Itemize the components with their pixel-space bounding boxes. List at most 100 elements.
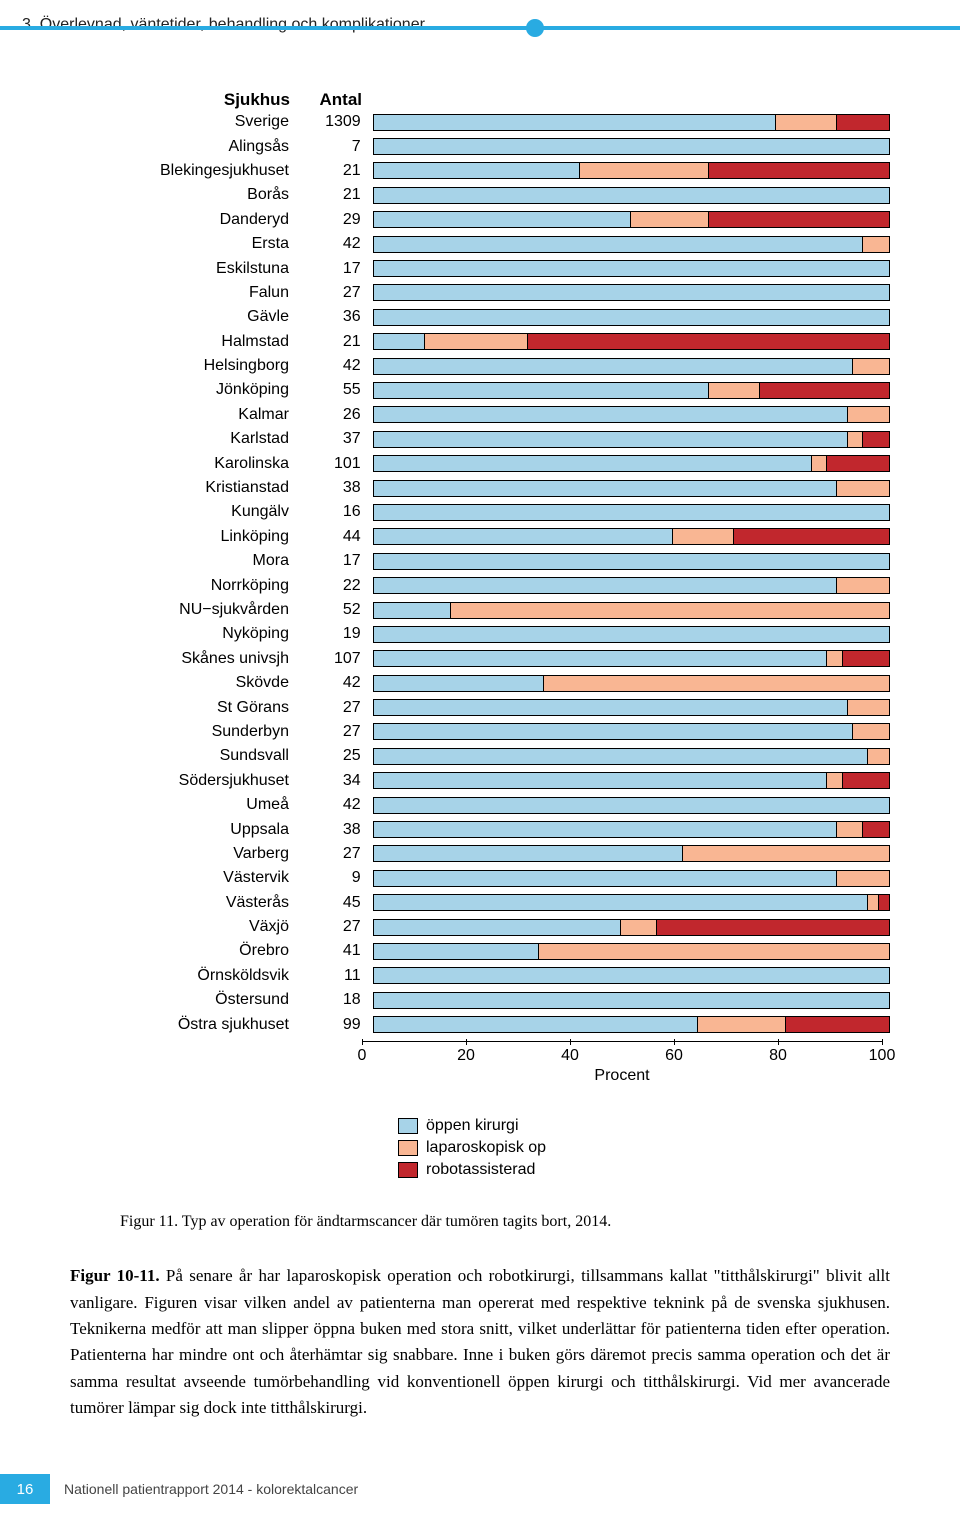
chart-row: Helsingborg42 <box>90 354 890 378</box>
row-antal: 107 <box>301 650 373 668</box>
bar-segment <box>734 529 889 544</box>
row-antal: 21 <box>301 333 373 351</box>
chart-row: Nyköping19 <box>90 622 890 646</box>
stacked-bar <box>373 723 890 740</box>
stacked-bar <box>373 772 890 789</box>
bar-segment <box>374 115 776 130</box>
stacked-bar <box>373 1016 890 1033</box>
stacked-bar <box>373 333 890 350</box>
bar-segment <box>837 871 889 886</box>
body-text: På senare år har laparoskopisk operation… <box>70 1266 890 1417</box>
chart-row: Karolinska101 <box>90 451 890 475</box>
stacked-bar <box>373 821 890 838</box>
bar-segment <box>539 944 889 959</box>
row-antal: 29 <box>301 211 373 229</box>
axis-tick-label: 60 <box>665 1047 683 1065</box>
bar-segment <box>673 529 735 544</box>
body-paragraph: Figur 10-11. På senare år har laparoskop… <box>70 1263 890 1421</box>
axis-tick-label: 100 <box>869 1047 896 1065</box>
stacked-bar <box>373 236 890 253</box>
bar-segment <box>709 212 889 227</box>
stacked-bar <box>373 748 890 765</box>
row-name: Blekingesjukhuset <box>90 162 301 180</box>
row-antal: 42 <box>301 674 373 692</box>
stacked-bar <box>373 577 890 594</box>
row-name: Nyköping <box>90 625 301 643</box>
stacked-bar <box>373 211 890 228</box>
chart-row: Falun27 <box>90 281 890 305</box>
stacked-bar <box>373 309 890 326</box>
chart-row: Danderyd29 <box>90 208 890 232</box>
stacked-bar <box>373 650 890 667</box>
bar-segment <box>374 920 621 935</box>
row-antal: 52 <box>301 601 373 619</box>
bar-segment <box>374 651 827 666</box>
row-name: Sverige <box>90 113 301 131</box>
row-antal: 27 <box>301 845 373 863</box>
axis-tick <box>466 1039 467 1045</box>
bar-segment <box>374 798 889 813</box>
bar-segment <box>621 920 657 935</box>
row-name: Jönköping <box>90 381 301 399</box>
chart-row: Västervik9 <box>90 866 890 890</box>
stacked-bar <box>373 797 890 814</box>
chart-row: Gävle36 <box>90 305 890 329</box>
bar-segment <box>374 188 889 203</box>
stacked-bar <box>373 894 890 911</box>
bar-segment <box>374 676 544 691</box>
bar-segment <box>843 651 889 666</box>
row-antal: 17 <box>301 552 373 570</box>
bar-segment <box>374 261 889 276</box>
row-antal: 18 <box>301 991 373 1009</box>
chart-row: Norrköping22 <box>90 573 890 597</box>
row-name: Örebro <box>90 942 301 960</box>
bar-segment <box>374 627 889 642</box>
bar-segment <box>374 603 451 618</box>
row-antal: 45 <box>301 894 373 912</box>
row-name: NU−sjukvården <box>90 601 301 619</box>
header-rule <box>0 26 960 30</box>
row-antal: 38 <box>301 821 373 839</box>
legend-swatch <box>398 1162 418 1178</box>
stacked-bar <box>373 553 890 570</box>
bar-segment <box>848 700 889 715</box>
bar-segment <box>374 139 889 154</box>
bar-segment <box>374 724 853 739</box>
chart-row: Östersund18 <box>90 988 890 1012</box>
row-antal: 27 <box>301 284 373 302</box>
row-antal: 34 <box>301 772 373 790</box>
row-antal: 42 <box>301 235 373 253</box>
bar-segment <box>374 846 683 861</box>
row-name: Sundsvall <box>90 747 301 765</box>
bar-segment <box>863 822 889 837</box>
bar-segment <box>853 359 889 374</box>
row-name: Eskilstuna <box>90 260 301 278</box>
stacked-bar <box>373 504 890 521</box>
row-antal: 37 <box>301 430 373 448</box>
bar-segment <box>374 505 889 520</box>
bar-segment <box>786 1017 889 1032</box>
row-name: St Görans <box>90 699 301 717</box>
chart-row: Borås21 <box>90 183 890 207</box>
row-antal: 9 <box>301 869 373 887</box>
row-name: Uppsala <box>90 821 301 839</box>
chart-row: Skövde42 <box>90 671 890 695</box>
chart-row: Varberg27 <box>90 842 890 866</box>
stacked-bar <box>373 967 890 984</box>
col-header-antal: Antal <box>302 90 374 110</box>
row-antal: 25 <box>301 747 373 765</box>
chart-row: Örebro41 <box>90 939 890 963</box>
bar-segment <box>451 603 889 618</box>
row-name: Östersund <box>90 991 301 1009</box>
row-name: Sunderbyn <box>90 723 301 741</box>
row-name: Karolinska <box>90 455 301 473</box>
stacked-bar-chart: Sjukhus Antal Sverige1309Alingsås7Blekin… <box>90 90 890 1231</box>
legend-item: laparoskopisk op <box>398 1137 890 1159</box>
bar-segment <box>374 481 838 496</box>
chart-row: Mora17 <box>90 549 890 573</box>
bar-segment <box>698 1017 786 1032</box>
legend-label: öppen kirurgi <box>426 1117 519 1135</box>
row-name: Mora <box>90 552 301 570</box>
stacked-bar <box>373 260 890 277</box>
stacked-bar <box>373 602 890 619</box>
